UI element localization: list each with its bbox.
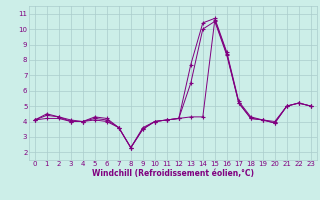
X-axis label: Windchill (Refroidissement éolien,°C): Windchill (Refroidissement éolien,°C) — [92, 169, 254, 178]
